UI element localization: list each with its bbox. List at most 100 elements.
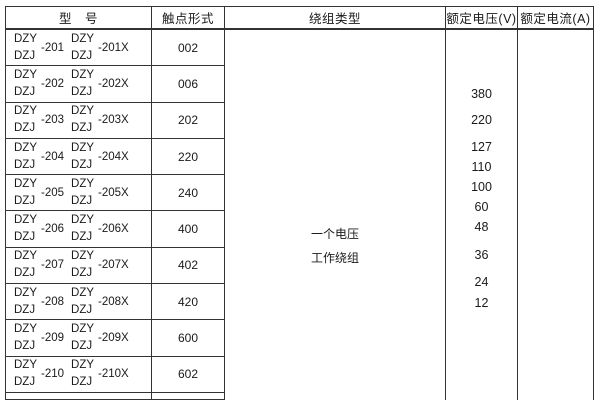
model-number: -201 bbox=[41, 41, 65, 54]
contact-form-cell: 006 bbox=[152, 66, 225, 102]
model-series-stack-x: DZY DZJ bbox=[71, 285, 94, 319]
header-model: 型 号 bbox=[6, 7, 152, 28]
model-cell: DZY DZJ -203 DZY DZJ -203X bbox=[6, 102, 152, 138]
model-series-top: DZY bbox=[14, 286, 37, 299]
voltage-value: 110 bbox=[471, 160, 492, 174]
header-rated-voltage: 额定电压(V) bbox=[446, 7, 518, 28]
voltage-value: 36 bbox=[474, 248, 489, 262]
contact-form-cell: 600 bbox=[152, 320, 225, 356]
model-series-stack: DZY DZJ bbox=[14, 212, 37, 246]
model-number: -206 bbox=[41, 223, 65, 236]
model-series-bottom: DZJ bbox=[14, 122, 36, 135]
voltage-value: 220 bbox=[471, 113, 492, 127]
model-cell: DZY DZJ -204 DZY DZJ -204X bbox=[6, 138, 152, 175]
model-cell: DZY DZJ -208 DZY DZJ -208X bbox=[6, 284, 152, 320]
voltage-value: 127 bbox=[471, 140, 492, 154]
clipped-model-cell bbox=[6, 392, 152, 399]
table-body: DZY DZJ -201 DZY DZJ -201X 002 bbox=[6, 30, 593, 400]
model-number: -202 bbox=[41, 77, 65, 90]
model-series-top-x: DZY bbox=[71, 177, 95, 190]
model-series-top-x: DZY bbox=[71, 32, 95, 45]
model-series-bottom-x: DZJ bbox=[71, 49, 93, 62]
model-series-top-x: DZY bbox=[71, 323, 95, 336]
table-row: DZY DZJ -206 DZY DZJ -206X 400 bbox=[6, 211, 225, 248]
model-series-bottom-x: DZJ bbox=[71, 303, 93, 316]
model-series-stack: DZY DZJ bbox=[14, 285, 37, 319]
model-series-stack-x: DZY DZJ bbox=[71, 176, 94, 210]
model-number-x: -207X bbox=[98, 259, 129, 272]
contact-form-cell: 240 bbox=[152, 175, 225, 211]
model-series-top-x: DZY bbox=[71, 286, 95, 299]
model-series-stack-x: DZY DZJ bbox=[71, 357, 94, 391]
model-series-bottom: DZJ bbox=[14, 158, 36, 171]
model-series-stack-x: DZY DZJ bbox=[71, 248, 94, 282]
model-series-bottom: DZJ bbox=[14, 194, 36, 207]
winding-type-cell: 一个电压 工作绕组 bbox=[225, 30, 446, 400]
table-row: DZY DZJ -202 DZY DZJ -202X 006 bbox=[6, 66, 225, 103]
model-series-stack-x: DZY DZJ bbox=[71, 321, 94, 355]
model-number-x: -210X bbox=[98, 368, 129, 381]
contact-form-cell: 400 bbox=[152, 211, 225, 247]
model-series-top-x: DZY bbox=[71, 141, 95, 154]
model-cell: DZY DZJ -210 DZY DZJ -210X bbox=[6, 356, 152, 392]
model-number: -205 bbox=[41, 186, 65, 199]
voltage-value: 100 bbox=[471, 180, 492, 194]
model-series-stack: DZY DZJ bbox=[14, 31, 37, 65]
clipped-contact-cell bbox=[152, 392, 225, 399]
model-series-stack: DZY DZJ bbox=[14, 248, 37, 282]
model-series-bottom: DZJ bbox=[14, 340, 36, 353]
model-series-bottom: DZJ bbox=[14, 267, 36, 280]
model-series-stack: DZY DZJ bbox=[14, 357, 37, 391]
model-number-x: -209X bbox=[98, 332, 129, 345]
model-series-top-x: DZY bbox=[71, 214, 95, 227]
model-series-bottom-x: DZJ bbox=[71, 194, 93, 207]
voltage-value: 48 bbox=[474, 220, 489, 234]
model-number-x: -204X bbox=[98, 150, 129, 163]
model-series-top: DZY bbox=[14, 250, 37, 263]
rated-current-cell bbox=[518, 30, 593, 400]
relay-spec-table: 型 号 触点形式 绕组类型 额定电压(V) 额定电流(A) DZY DZJ bbox=[5, 6, 594, 400]
contact-form-cell: 002 bbox=[152, 30, 225, 66]
header-rated-current: 额定电流(A) bbox=[520, 12, 591, 26]
clipped-next-row bbox=[6, 392, 225, 400]
table-row: DZY DZJ -201 DZY DZJ -201X 002 bbox=[6, 30, 225, 67]
voltage-value: 380 bbox=[471, 87, 492, 101]
contact-form-cell: 220 bbox=[152, 138, 225, 175]
table-row: DZY DZJ -204 DZY DZJ -204X 220 bbox=[6, 138, 225, 176]
model-series-bottom-x: DZJ bbox=[71, 158, 93, 171]
model-series-bottom-x: DZJ bbox=[71, 267, 93, 280]
model-series-top-x: DZY bbox=[71, 359, 95, 372]
model-number-x: -205X bbox=[98, 186, 129, 199]
model-series-top-x: DZY bbox=[71, 68, 95, 81]
model-number: -208 bbox=[41, 295, 65, 308]
model-series-top: DZY bbox=[14, 141, 37, 154]
model-contact-columns: DZY DZJ -201 DZY DZJ -201X 002 bbox=[6, 30, 225, 400]
model-series-stack-x: DZY DZJ bbox=[71, 140, 94, 174]
model-series-stack: DZY DZJ bbox=[14, 140, 37, 174]
winding-type-line-1: 一个电压 bbox=[310, 227, 359, 241]
table-header-row: 型 号 触点形式 绕组类型 额定电压(V) 额定电流(A) bbox=[6, 7, 593, 30]
model-cell: DZY DZJ -206 DZY DZJ -206X bbox=[6, 211, 152, 247]
model-series-top: DZY bbox=[14, 105, 37, 118]
model-number: -204 bbox=[41, 150, 65, 163]
table-row: DZY DZJ -207 DZY DZJ -207X 402 bbox=[6, 247, 225, 285]
model-series-stack-x: DZY DZJ bbox=[71, 103, 94, 137]
header-winding-type: 绕组类型 bbox=[225, 7, 446, 28]
model-series-top: DZY bbox=[14, 68, 37, 81]
model-series-bottom-x: DZJ bbox=[71, 231, 93, 244]
model-series-bottom: DZJ bbox=[14, 85, 36, 98]
model-number-x: -202X bbox=[98, 77, 129, 90]
model-number: -210 bbox=[41, 368, 65, 381]
model-cell: DZY DZJ -207 DZY DZJ -207X bbox=[6, 247, 152, 284]
model-series-top-x: DZY bbox=[71, 250, 95, 263]
voltage-value: 12 bbox=[474, 296, 489, 310]
contact-form-cell: 202 bbox=[152, 102, 225, 138]
model-cell: DZY DZJ -205 DZY DZJ -205X bbox=[6, 175, 152, 211]
model-series-top: DZY bbox=[14, 214, 37, 227]
model-cell: DZY DZJ -209 DZY DZJ -209X bbox=[6, 320, 152, 356]
model-series-bottom: DZJ bbox=[14, 376, 36, 389]
model-cell: DZY DZJ -202 DZY DZJ -202X bbox=[6, 66, 152, 102]
model-series-stack: DZY DZJ bbox=[14, 176, 37, 210]
model-number: -209 bbox=[41, 332, 65, 345]
